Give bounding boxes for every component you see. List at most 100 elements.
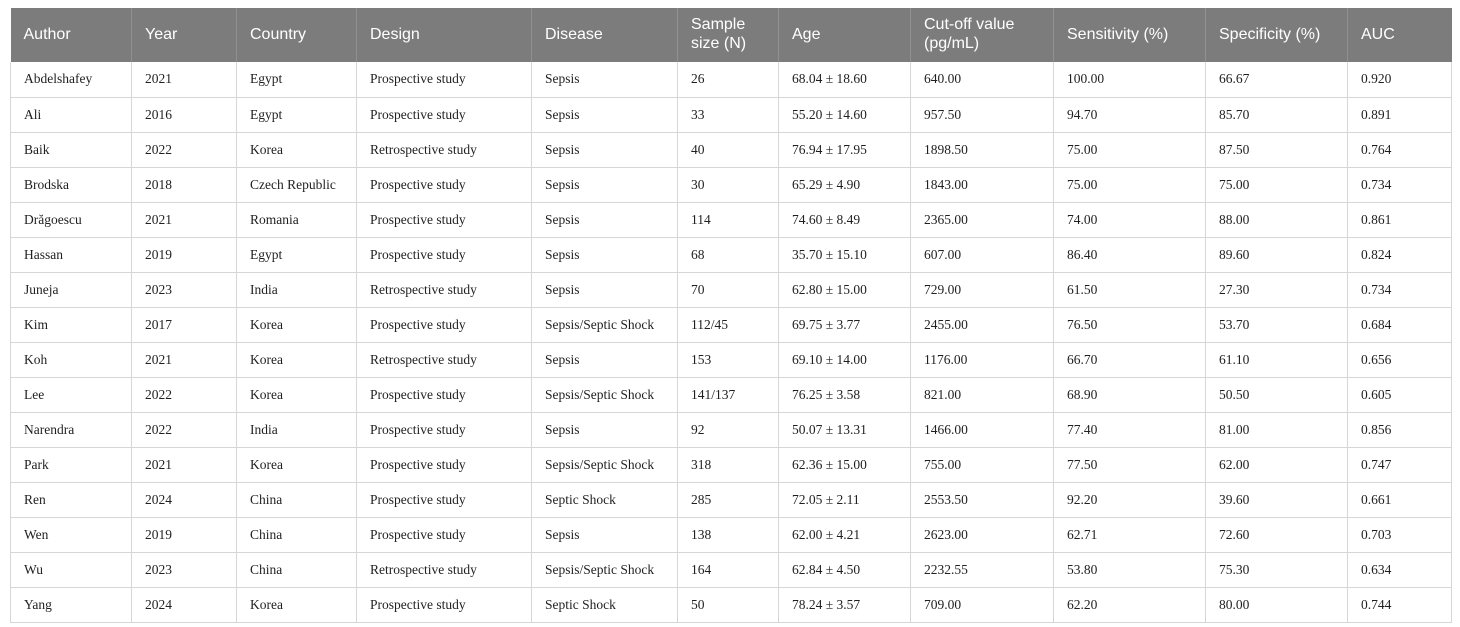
table-cell: 0.824 <box>1347 237 1452 273</box>
table-cell: Prospective study <box>356 517 532 553</box>
table-cell: 285 <box>677 482 779 518</box>
table-cell: 87.50 <box>1205 132 1348 168</box>
table-cell: Sepsis <box>531 342 678 378</box>
col-header-age: Age <box>778 8 911 62</box>
col-header-design: Design <box>356 8 532 62</box>
table-cell: 72.05 ± 2.11 <box>778 482 911 518</box>
table-cell: Egypt <box>236 62 357 98</box>
table-cell: Lee <box>10 377 132 413</box>
table-cell: 2017 <box>131 307 237 343</box>
table-cell: 0.661 <box>1347 482 1452 518</box>
table-cell: Prospective study <box>356 97 532 133</box>
table-cell: 0.764 <box>1347 132 1452 168</box>
table-cell: Korea <box>236 587 357 623</box>
table-cell: 607.00 <box>910 237 1054 273</box>
table-cell: 2024 <box>131 482 237 518</box>
table-cell: 55.20 ± 14.60 <box>778 97 911 133</box>
table-row: Lee 2022 Korea Prospective study Sepsis/Sept… <box>10 377 1452 413</box>
table-cell: 2023 <box>131 552 237 588</box>
table-cell: Sepsis <box>531 97 678 133</box>
table-cell: 2021 <box>131 202 237 238</box>
table-cell: 69.10 ± 14.00 <box>778 342 911 378</box>
table-cell: 0.703 <box>1347 517 1452 553</box>
table-cell: 62.80 ± 15.00 <box>778 272 911 308</box>
col-header-country: Country <box>236 8 357 62</box>
table-cell: 77.50 <box>1053 447 1206 483</box>
table-cell: 40 <box>677 132 779 168</box>
table-cell: 318 <box>677 447 779 483</box>
table-cell: 85.70 <box>1205 97 1348 133</box>
table-cell: 2023 <box>131 272 237 308</box>
table-cell: Yang <box>10 587 132 623</box>
table-cell: Sepsis <box>531 167 678 203</box>
table-cell: 0.891 <box>1347 97 1452 133</box>
table-cell: 76.25 ± 3.58 <box>778 377 911 413</box>
table-cell: Sepsis/Septic Shock <box>531 552 678 588</box>
table-cell: Korea <box>236 342 357 378</box>
table-cell: Korea <box>236 447 357 483</box>
table-cell: 69.75 ± 3.77 <box>778 307 911 343</box>
table-cell: 75.00 <box>1053 167 1206 203</box>
study-characteristics-table: Author Year Country Design Disease Sampl… <box>10 8 1452 623</box>
table-row: Baik 2022 Korea Retrospective study Sepsis 40… <box>10 132 1452 168</box>
table-cell: 62.71 <box>1053 517 1206 553</box>
table-cell: 81.00 <box>1205 412 1348 448</box>
table-cell: 65.29 ± 4.90 <box>778 167 911 203</box>
table-cell: Prospective study <box>356 202 532 238</box>
table-row: Yang 2024 Korea Prospective study Septic Sho… <box>10 587 1452 623</box>
table-cell: Juneja <box>10 272 132 308</box>
table-cell: Baik <box>10 132 132 168</box>
table-cell: Prospective study <box>356 167 532 203</box>
table-cell: 50 <box>677 587 779 623</box>
table-cell: 89.60 <box>1205 237 1348 273</box>
table-cell: 2022 <box>131 412 237 448</box>
table-cell: 1466.00 <box>910 412 1054 448</box>
table-cell: 62.20 <box>1053 587 1206 623</box>
table-cell: Korea <box>236 307 357 343</box>
table-cell: Kim <box>10 307 132 343</box>
table-cell: 114 <box>677 202 779 238</box>
col-header-sensitivity: Sensitivity (%) <box>1053 8 1206 62</box>
table-cell: Czech Republic <box>236 167 357 203</box>
table-cell: 66.67 <box>1205 62 1348 98</box>
table-cell: Sepsis/Septic Shock <box>531 447 678 483</box>
table-row: Abdelshafey 2021 Egypt Prospective study Sep… <box>10 62 1452 98</box>
table-cell: 80.00 <box>1205 587 1348 623</box>
table-cell: China <box>236 552 357 588</box>
table-cell: 2021 <box>131 342 237 378</box>
table-cell: 138 <box>677 517 779 553</box>
table-row: Ali 2016 Egypt Prospective study Sepsis 33 55.… <box>10 97 1452 133</box>
col-header-auc: AUC <box>1347 8 1452 62</box>
table-cell: 1843.00 <box>910 167 1054 203</box>
table-cell: China <box>236 482 357 518</box>
table-cell: Retrospective study <box>356 272 532 308</box>
col-header-specificity: Specificity (%) <box>1205 8 1348 62</box>
table-cell: 0.734 <box>1347 272 1452 308</box>
table-cell: Brodska <box>10 167 132 203</box>
table-cell: 35.70 ± 15.10 <box>778 237 911 273</box>
table-cell: Prospective study <box>356 587 532 623</box>
table-cell: 0.656 <box>1347 342 1452 378</box>
table-row: Ren 2024 China Prospective study Septic Shoc… <box>10 482 1452 518</box>
table-cell: Retrospective study <box>356 132 532 168</box>
table-cell: Narendra <box>10 412 132 448</box>
table-cell: 62.00 ± 4.21 <box>778 517 911 553</box>
table-cell: 66.70 <box>1053 342 1206 378</box>
table-cell: Sepsis <box>531 272 678 308</box>
table-cell: 26 <box>677 62 779 98</box>
table-cell: 39.60 <box>1205 482 1348 518</box>
table-cell: 76.50 <box>1053 307 1206 343</box>
table-row: Juneja 2023 India Retrospective study Sepsis… <box>10 272 1452 308</box>
table-cell: Ren <box>10 482 132 518</box>
table-cell: 76.94 ± 17.95 <box>778 132 911 168</box>
col-header-sample-size: Sample size (N) <box>677 8 779 62</box>
table-cell: Sepsis <box>531 237 678 273</box>
table-cell: 755.00 <box>910 447 1054 483</box>
table-cell: Prospective study <box>356 412 532 448</box>
table-cell: Sepsis <box>531 62 678 98</box>
table-cell: 2021 <box>131 447 237 483</box>
table-cell: 62.36 ± 15.00 <box>778 447 911 483</box>
table-cell: 74.00 <box>1053 202 1206 238</box>
table-cell: 640.00 <box>910 62 1054 98</box>
table-cell: 2016 <box>131 97 237 133</box>
